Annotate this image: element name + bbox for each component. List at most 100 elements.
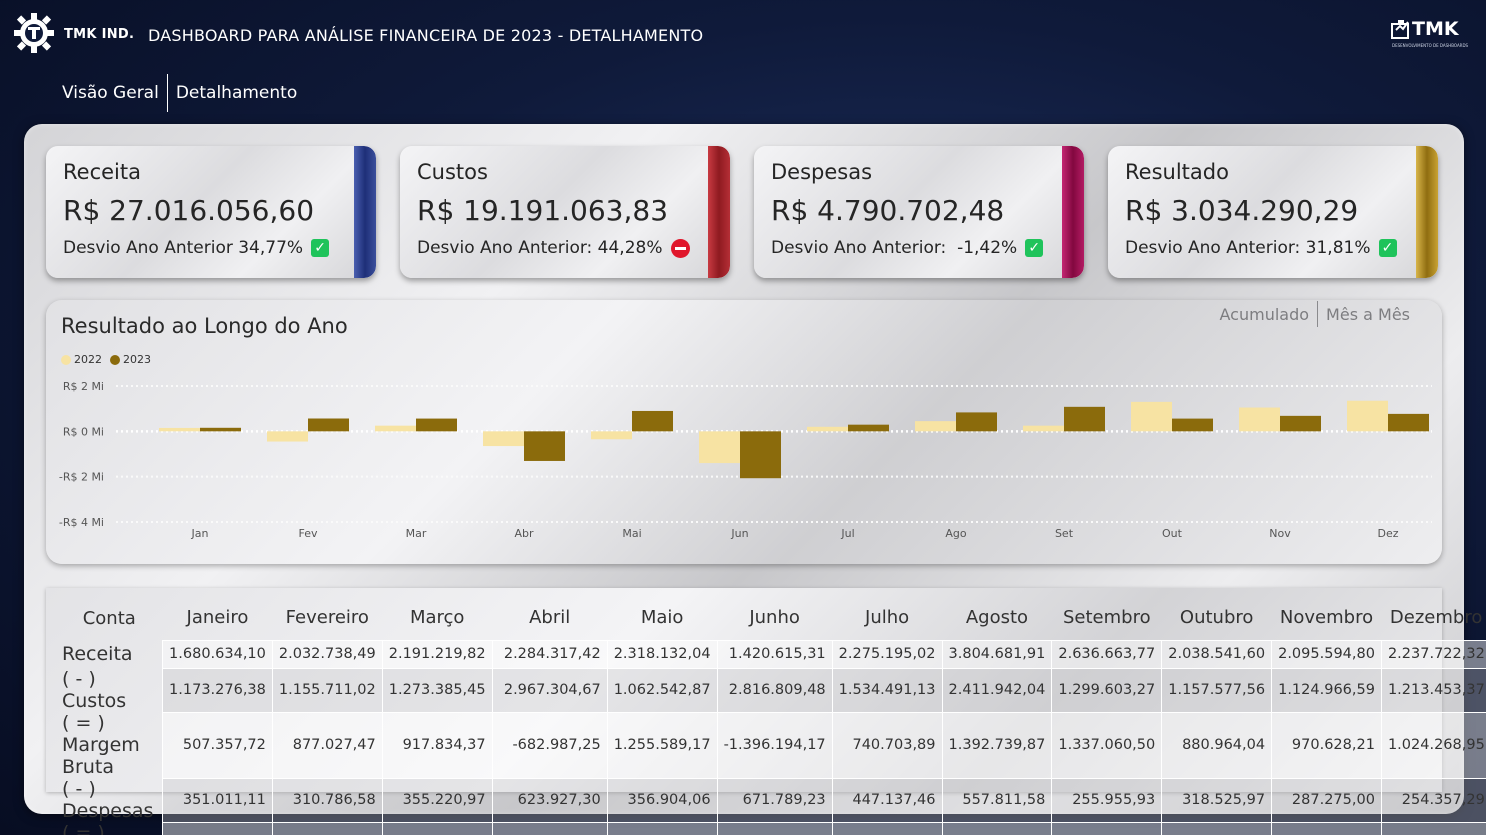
x-tick-label: Abr [514, 527, 534, 540]
table-cell: 1.081.104,57 [1051, 821, 1162, 835]
bar-2022-Nov[interactable] [1239, 407, 1280, 432]
bar-2023-Mar[interactable] [416, 418, 457, 432]
kpi-value: R$ 19.191.063,83 [417, 194, 669, 227]
table-cell: 970.628,21 [1271, 711, 1382, 778]
bar-2023-Jan[interactable] [200, 427, 241, 432]
check-icon: ✓ [1025, 239, 1044, 257]
bar-2023-Jul[interactable] [848, 424, 889, 432]
table-cell: 1.255.589,17 [606, 711, 718, 778]
table-cell: 255.955,93 [1051, 777, 1162, 822]
column-header[interactable]: Novembro [1279, 607, 1374, 629]
column-header[interactable]: Fevereiro [285, 607, 369, 629]
account-name[interactable]: ( - ) Custos [62, 668, 127, 712]
bar-2023-Mai[interactable] [632, 410, 673, 432]
check-icon: ✓ [311, 239, 330, 257]
column-header[interactable]: Outubro [1179, 607, 1254, 629]
bar-2022-Fev[interactable] [267, 431, 308, 442]
table-cell: 2.816.809,48 [716, 667, 833, 712]
account-name[interactable]: ( = ) Resultado [62, 822, 105, 835]
bar-2022-Out[interactable] [1131, 401, 1172, 432]
stop-icon [670, 238, 690, 258]
bar-2022-Mai[interactable] [591, 431, 632, 440]
kpi-value: R$ 3.034.290,29 [1125, 194, 1359, 227]
x-tick-label: Nov [1269, 527, 1291, 540]
table-cell: 318.525,97 [1161, 777, 1272, 822]
table-cell: 566.240,89 [271, 821, 383, 835]
bar-2022-Set[interactable] [1023, 425, 1064, 432]
table-cell: -1.306.914,55 [491, 821, 608, 835]
check-icon: ✓ [1378, 239, 1397, 257]
table-row: ( = ) Margem Bruta 507.357,72 877.027,47 91… [56, 711, 1486, 778]
table-row: ( - ) Despesas 351.011,11 310.786,58 355.22… [56, 777, 1486, 822]
table-cell: 447.137,46 [831, 777, 943, 822]
column-header[interactable]: Agosto [965, 607, 1029, 629]
bar-2023-Out[interactable] [1172, 418, 1213, 432]
bar-2023-Jun[interactable] [740, 431, 781, 479]
bar-2022-Abr[interactable] [483, 431, 524, 447]
gear-logo-icon [14, 13, 54, 53]
chart-title: Resultado ao Longo do Ano [61, 314, 348, 338]
top-bar: TMK IND. DASHBOARD PARA ANÁLISE FINANCEI… [0, 0, 1486, 70]
table-cell: 1.337.060,50 [1051, 711, 1162, 778]
logo-text: TMK [1412, 18, 1459, 40]
bar-2023-Abr[interactable] [524, 431, 565, 461]
bar-2022-Jul[interactable] [807, 426, 848, 432]
bar-2022-Ago[interactable] [915, 421, 956, 432]
bar-2022-Mar[interactable] [375, 425, 416, 432]
bar-2022-Dez[interactable] [1347, 400, 1388, 432]
y-tick-label: -R$ 4 Mi [59, 516, 104, 529]
kpi-deviation-text: Desvio Ano Anterior: 31,81% [1125, 238, 1371, 258]
column-header[interactable]: Março [409, 607, 465, 629]
bar-2023-Set[interactable] [1064, 406, 1105, 432]
nav-divider [166, 74, 168, 112]
table-cell: 1.299.603,27 [1051, 667, 1162, 712]
table-cell: 1.680.634,10 [162, 639, 273, 668]
account-name[interactable]: Receita [62, 643, 133, 665]
kpi-deviation: Desvio Ano Anterior: 31,81% ✓ [1125, 238, 1397, 258]
table-cell: 562.438,07 [1161, 821, 1272, 835]
table-cell: 898.685,11 [606, 821, 718, 835]
dashboard-logo-icon [1391, 20, 1409, 39]
table-cell: 2.284.317,42 [491, 639, 608, 668]
column-header[interactable]: Julho [865, 607, 910, 629]
kpi-name: Despesas [771, 160, 873, 184]
x-tick-label: Jan [191, 527, 209, 540]
view-toggle: Acumulado Mês a Mês [1220, 300, 1410, 328]
account-name[interactable]: ( - ) Despesas [62, 778, 154, 822]
column-header[interactable]: Maio [640, 607, 684, 629]
bar-2022-Jan[interactable] [159, 427, 200, 432]
column-header[interactable]: Abril [529, 607, 571, 629]
x-tick-label: Set [1055, 527, 1074, 540]
table-cell: 2.967.304,67 [491, 667, 608, 712]
column-header[interactable]: Conta [82, 607, 136, 629]
kpi-deviation: Desvio Ano Anterior: 44,28% [417, 238, 690, 258]
bar-2023-Dez[interactable] [1388, 413, 1429, 432]
column-header[interactable]: Junho [749, 607, 800, 629]
account-name[interactable]: ( = ) Margem Bruta [62, 712, 140, 778]
column-header[interactable]: Janeiro [186, 607, 249, 629]
table-row: ( = ) Resultado 156.346,61566.240,89562.6… [56, 821, 1486, 835]
bar-2022-Jun[interactable] [699, 431, 740, 464]
x-tick-label: Ago [945, 527, 967, 540]
toggle-monthly[interactable]: Mês a Mês [1326, 304, 1410, 324]
bar-2023-Fev[interactable] [308, 418, 349, 432]
bar-2023-Ago[interactable] [956, 412, 997, 432]
table-cell: 1.157.577,56 [1161, 667, 1272, 712]
column-header[interactable]: Dezembro [1389, 607, 1483, 629]
bar-2023-Nov[interactable] [1280, 415, 1321, 432]
page-navigation: Visão Geral Detalhamento [62, 74, 298, 112]
table-header-row: Conta Janeiro Fevereiro Março Abril Maio Junho… [56, 596, 1486, 640]
table-cell: 562.613,40 [381, 821, 493, 835]
main-panel: Receita R$ 27.016.056,60 Desvio Ano Ante… [24, 124, 1486, 835]
nav-overview[interactable]: Visão Geral [62, 83, 159, 103]
table-cell: 1.420.615,31 [716, 639, 833, 668]
table-cell: 2.275.195,02 [831, 639, 943, 668]
table-cell: 2.095.594,80 [1271, 639, 1382, 668]
nav-detail[interactable]: Detalhamento [175, 83, 298, 103]
table-cell: 2.318.132,04 [606, 639, 718, 668]
table-cell: 671.789,23 [716, 777, 833, 822]
column-header[interactable]: Setembro [1063, 607, 1151, 629]
table-cell: -2.067.983,40 [716, 821, 833, 835]
table-cell: 740.703,89 [831, 711, 943, 778]
toggle-cumulative[interactable]: Acumulado [1219, 304, 1310, 324]
